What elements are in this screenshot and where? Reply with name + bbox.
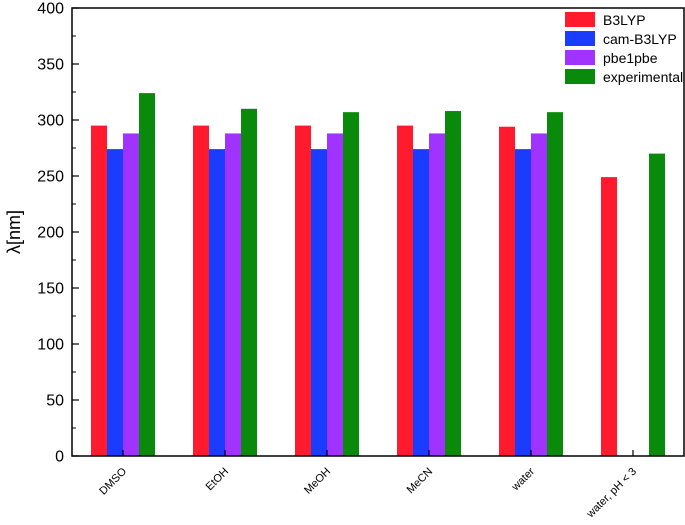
bars-group <box>91 93 665 457</box>
bar-experimental <box>241 108 257 457</box>
bar-pbe1pbe <box>123 133 139 456</box>
legend: B3LYP cam-B3LYP pbe1pbe experimental <box>565 12 683 85</box>
bar-cam-b3lyp <box>107 149 123 456</box>
y-tick-label: 50 <box>46 393 64 410</box>
y-tick-label: 150 <box>37 281 64 298</box>
bar-b3lyp <box>601 177 617 456</box>
y-tick-label: 200 <box>37 225 64 242</box>
legend-swatch <box>565 50 595 65</box>
y-tick-label: 300 <box>37 113 64 130</box>
bar-experimental <box>547 112 563 456</box>
bar-pbe1pbe <box>327 133 343 456</box>
bar-pbe1pbe <box>429 133 445 456</box>
legend-label: experimental <box>603 69 683 85</box>
bar-pbe1pbe <box>225 133 241 456</box>
bar-b3lyp <box>499 126 515 456</box>
bar-b3lyp <box>295 125 311 456</box>
legend-label: cam-B3LYP <box>603 31 677 47</box>
bar-cam-b3lyp <box>413 149 429 456</box>
y-axis-title: λ[nm] <box>4 210 24 254</box>
y-tick-label: 250 <box>37 169 64 186</box>
legend-label: pbe1pbe <box>603 50 658 66</box>
bar-experimental <box>139 93 155 457</box>
y-tick-label: 350 <box>37 57 64 74</box>
x-tick-label: DMSO <box>97 465 129 497</box>
legend-swatch <box>565 12 595 27</box>
bar-experimental <box>649 153 665 456</box>
legend-swatch <box>565 31 595 46</box>
x-axis: DMSO EtOH MeOH MeCN water water, pH < 3 <box>97 450 639 521</box>
bar-cam-b3lyp <box>311 149 327 456</box>
y-tick-label: 400 <box>37 1 64 18</box>
x-tick-label: water <box>509 465 537 493</box>
bar-b3lyp <box>193 125 209 456</box>
x-tick-label: MeOH <box>302 466 333 497</box>
bar-cam-b3lyp <box>209 149 225 456</box>
y-axis: 0 50 100 150 200 250 300 350 400 <box>37 1 79 466</box>
bar-cam-b3lyp <box>515 149 531 456</box>
y-tick-label: 100 <box>37 337 64 354</box>
x-tick-label: water, pH < 3 <box>584 466 639 521</box>
legend-swatch <box>565 69 595 84</box>
bar-experimental <box>343 112 359 456</box>
bar-experimental <box>445 111 461 456</box>
legend-label: B3LYP <box>603 12 646 28</box>
x-tick-label: EtOH <box>204 466 232 494</box>
bar-b3lyp <box>397 125 413 456</box>
bar-pbe1pbe <box>531 133 547 456</box>
x-tick-label: MeCN <box>405 466 436 497</box>
y-tick-label: 0 <box>55 449 64 466</box>
bar-b3lyp <box>91 125 107 456</box>
